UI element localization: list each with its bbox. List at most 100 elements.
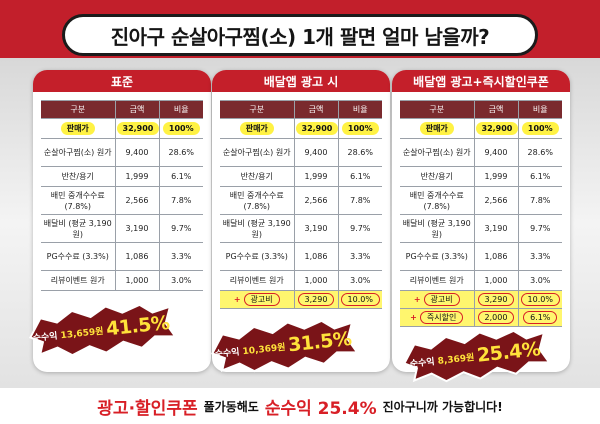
extra-label: 즉시할인 (419, 311, 464, 324)
profit-label: 순수익 (32, 331, 59, 344)
table-row: 리뷰이벤트 원가 1,000 3.0% (220, 270, 382, 291)
row-amount: 9,400 (473, 138, 518, 167)
col-header-label: 구분 (400, 100, 474, 119)
row-ratio: 28.6% (158, 138, 203, 167)
profit-amount: 8,369원 (437, 352, 475, 367)
panel-header: 배달앱 광고+즉시할인쿠폰 (392, 70, 570, 92)
row-label: 순살아구찜(소) 원가 (400, 138, 474, 167)
row-ratio: 9.7% (517, 214, 562, 243)
panel-header: 배달앱 광고 시 (212, 70, 390, 92)
table-row: 반찬/용기 1,999 6.1% (400, 166, 562, 187)
row-ratio: 6.1% (158, 166, 203, 187)
profit-amount: 13,659원 (60, 326, 104, 341)
row-ratio: 28.6% (517, 138, 562, 167)
row-ratio: 6.1% (517, 166, 562, 187)
row-label: PG수수료 (3.3%) (400, 242, 474, 271)
footer-highlight-1: 광고·할인쿠폰 (97, 398, 198, 419)
row-label: 반찬/용기 (41, 166, 115, 187)
table-header-row: 구분 금액 비율 (41, 100, 203, 119)
row-ratio: 3.3% (517, 242, 562, 271)
profit-label: 순수익 (409, 356, 436, 370)
row-label: 반찬/용기 (400, 166, 474, 187)
sale-amount: 32,900 (295, 122, 339, 135)
row-amount: 1,999 (114, 166, 159, 187)
extra-amount: 2,000 (477, 311, 515, 324)
col-header-amount: 금액 (473, 100, 518, 119)
cost-table: 구분 금액 비율 판매가 32,900 100% 순살아구찜(소) 원가 9,40… (220, 100, 382, 309)
extra-amount: 3,290 (477, 293, 515, 306)
extra-amount: 3,290 (297, 293, 335, 306)
profit-percent: 31.5% (287, 327, 353, 357)
row-amount: 1,086 (114, 242, 159, 271)
col-header-ratio: 비율 (517, 100, 562, 119)
row-label: 배달비 (평균 3,190원) (41, 214, 115, 243)
row-label: 배민 중개수수료 (7.8%) (400, 186, 474, 215)
sale-label: 판매가 (60, 122, 95, 135)
extra-label: 광고비 (423, 293, 460, 306)
panel-ad-plus-coupon: 배달앱 광고+즉시할인쿠폰 구분 금액 비율 판매가 32,900 100% 순… (392, 70, 570, 372)
row-amount: 1,999 (473, 166, 518, 187)
row-amount: 2,566 (473, 186, 518, 215)
table-row: 배달비 (평균 3,190원) 3,190 9.7% (220, 214, 382, 243)
row-ratio: 3.0% (158, 270, 203, 291)
footer-background (0, 388, 600, 424)
footer-text-2: 진아구니까 가능합니다! (382, 399, 503, 414)
table-row: PG수수료 (3.3%) 1,086 3.3% (41, 242, 203, 271)
row-amount: 2,566 (114, 186, 159, 215)
row-ratio: 3.3% (337, 242, 382, 271)
row-ratio: 28.6% (337, 138, 382, 167)
table-row-sale-price: 판매가 32,900 100% (220, 118, 382, 139)
table-row: 순살아구찜(소) 원가 9,400 28.6% (41, 138, 203, 167)
row-ratio: 3.0% (517, 270, 562, 291)
row-amount: 1,086 (473, 242, 518, 271)
row-label: PG수수료 (3.3%) (41, 242, 115, 271)
col-header-ratio: 비율 (337, 100, 382, 119)
row-label: 배달비 (평균 3,190원) (400, 214, 474, 243)
row-label: 배민 중개수수료 (7.8%) (220, 186, 294, 215)
row-amount: 1,000 (293, 270, 338, 291)
table-row: PG수수료 (3.3%) 1,086 3.3% (220, 242, 382, 271)
panel-delivery-ad: 배달앱 광고 시 구분 금액 비율 판매가 32,900 100% 순살아구찜(… (212, 70, 390, 372)
profit-label: 순수익 (214, 347, 241, 360)
row-amount: 3,190 (293, 214, 338, 243)
profit-burst-delivery-ad: 순수익 10,369원 31.5% (206, 314, 360, 377)
sale-ratio: 100% (521, 122, 559, 135)
table-row: 리뷰이벤트 원가 1,000 3.0% (41, 270, 203, 291)
page-title: 진아구 순살아구찜(소) 1개 팔면 얼마 남을까? (62, 14, 538, 56)
row-ratio: 3.3% (158, 242, 203, 271)
row-amount: 1,000 (473, 270, 518, 291)
cost-table: 구분 금액 비율 판매가 32,900 100% 순살아구찜(소) 원가 9,40… (400, 100, 562, 327)
sale-label: 판매가 (239, 122, 274, 135)
row-label: 순살아구찜(소) 원가 (220, 138, 294, 167)
profit-burst-standard: 순수익 13,659원 41.5% (24, 298, 178, 361)
row-amount: 3,190 (114, 214, 159, 243)
col-header-amount: 금액 (114, 100, 159, 119)
profit-burst-ad-coupon: 순수익 8,369원 25.4% (398, 324, 552, 387)
row-ratio: 7.8% (337, 186, 382, 215)
row-amount: 1,000 (114, 270, 159, 291)
row-label: PG수수료 (3.3%) (220, 242, 294, 271)
row-amount: 9,400 (293, 138, 338, 167)
table-row: 배민 중개수수료 (7.8%) 2,566 7.8% (41, 186, 203, 215)
col-header-label: 구분 (220, 100, 294, 119)
table-row: 배민 중개수수료 (7.8%) 2,566 7.8% (220, 186, 382, 215)
profit-percent: 41.5% (105, 311, 171, 341)
row-ratio: 3.0% (337, 270, 382, 291)
row-ratio: 7.8% (517, 186, 562, 215)
table-row: 반찬/용기 1,999 6.1% (41, 166, 203, 187)
plus-sign: + (233, 295, 241, 304)
extra-ratio: 6.1% (523, 311, 558, 324)
extra-ratio: 10.0% (340, 293, 380, 306)
row-ratio: 9.7% (158, 214, 203, 243)
footer-message: 광고·할인쿠폰 풀가동해도 순수익 25.4% 진아구니까 가능합니다! (0, 391, 600, 421)
row-label: 반찬/용기 (220, 166, 294, 187)
table-row-ad-cost: + 광고비 3,290 10.0% (400, 290, 562, 309)
col-header-label: 구분 (41, 100, 115, 119)
profit-percent: 25.4% (475, 338, 542, 367)
cost-table: 구분 금액 비율 판매가 32,900 100% 순살아구찜(소) 원가 9,40… (41, 100, 203, 291)
row-ratio: 6.1% (337, 166, 382, 187)
plus-sign: + (413, 295, 421, 304)
footer-highlight-2: 순수익 25.4% (264, 398, 377, 419)
row-label: 리뷰이벤트 원가 (41, 270, 115, 291)
table-header-row: 구분 금액 비율 (400, 100, 562, 119)
